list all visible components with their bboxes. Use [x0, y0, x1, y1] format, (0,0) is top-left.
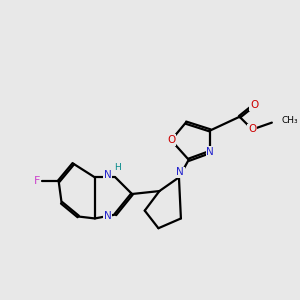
Text: N: N	[104, 212, 111, 221]
Text: N: N	[206, 147, 214, 157]
Text: N: N	[176, 167, 184, 178]
Text: F: F	[34, 176, 40, 186]
Text: O: O	[250, 100, 258, 110]
Text: O: O	[248, 124, 256, 134]
Text: N: N	[104, 170, 111, 180]
Text: H: H	[114, 163, 121, 172]
Text: O: O	[167, 135, 175, 145]
Text: CH₃: CH₃	[282, 116, 298, 125]
